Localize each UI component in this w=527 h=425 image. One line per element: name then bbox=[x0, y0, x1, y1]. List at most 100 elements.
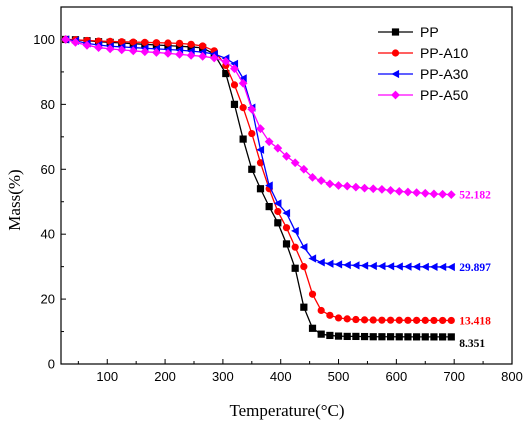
data-point bbox=[325, 259, 334, 268]
data-point bbox=[152, 48, 161, 57]
data-point bbox=[430, 316, 438, 325]
data-point bbox=[299, 164, 309, 174]
data-point bbox=[430, 333, 438, 341]
data-point bbox=[334, 260, 343, 269]
legend-entry: PP-A50 bbox=[378, 87, 468, 103]
end-value-label: 13.418 bbox=[459, 315, 491, 327]
data-point bbox=[439, 316, 447, 325]
data-point bbox=[129, 38, 137, 46]
data-point bbox=[199, 42, 207, 50]
data-point bbox=[239, 135, 247, 143]
data-point bbox=[291, 264, 299, 272]
end-value-label: 8.351 bbox=[459, 338, 485, 350]
data-point bbox=[360, 316, 369, 324]
data-point bbox=[273, 199, 282, 208]
y-tick-label: 80 bbox=[41, 97, 55, 112]
data-point bbox=[198, 51, 208, 61]
data-point bbox=[94, 43, 103, 52]
data-point bbox=[325, 179, 335, 189]
data-point bbox=[334, 332, 343, 340]
data-point bbox=[175, 49, 184, 59]
data-point bbox=[230, 81, 239, 89]
y-tick-label: 20 bbox=[41, 292, 55, 307]
data-point bbox=[308, 324, 317, 332]
data-point bbox=[71, 37, 80, 47]
data-point bbox=[316, 176, 326, 186]
data-point bbox=[239, 104, 247, 112]
legend-label: PP-A10 bbox=[420, 45, 468, 61]
data-point bbox=[326, 311, 334, 319]
legend-marker bbox=[391, 28, 400, 36]
data-point bbox=[404, 316, 412, 324]
data-point bbox=[420, 188, 430, 198]
data-point bbox=[352, 315, 360, 324]
data-point bbox=[140, 47, 150, 57]
legend-entry: PP-A10 bbox=[378, 45, 468, 61]
data-point bbox=[308, 254, 317, 263]
x-tick-label: 700 bbox=[443, 369, 465, 384]
data-point bbox=[351, 182, 361, 192]
data-point bbox=[105, 44, 115, 54]
data-point bbox=[247, 104, 257, 114]
data-point bbox=[152, 39, 161, 47]
data-point bbox=[82, 40, 92, 50]
y-tick-label: 0 bbox=[48, 357, 55, 372]
data-point bbox=[308, 290, 317, 298]
x-tick-label: 800 bbox=[501, 369, 523, 384]
data-point bbox=[256, 159, 265, 167]
data-point bbox=[447, 262, 455, 272]
data-point bbox=[403, 187, 413, 197]
data-point bbox=[61, 35, 71, 44]
data-point bbox=[446, 190, 456, 200]
data-point bbox=[222, 69, 230, 78]
data-point bbox=[438, 189, 448, 199]
data-point bbox=[343, 260, 351, 270]
data-point bbox=[209, 53, 219, 63]
data-point bbox=[334, 314, 343, 322]
end-labels: 8.351 13.418 29.897 52.182 bbox=[459, 190, 491, 350]
data-point bbox=[274, 207, 282, 216]
data-point bbox=[282, 240, 291, 248]
series-pp-a50 bbox=[61, 35, 456, 200]
data-point bbox=[360, 261, 369, 270]
data-point bbox=[343, 315, 351, 323]
data-point bbox=[291, 226, 299, 236]
data-point bbox=[248, 165, 256, 173]
x-axis: 100 200 300 400 500 600 700 800 bbox=[77, 359, 523, 384]
data-point bbox=[377, 184, 387, 194]
y-tick-label: 100 bbox=[33, 32, 55, 47]
data-point bbox=[438, 262, 447, 272]
data-point bbox=[412, 188, 421, 198]
data-point bbox=[164, 39, 172, 47]
x-tick-label: 100 bbox=[96, 369, 118, 384]
data-point bbox=[360, 332, 369, 341]
data-point bbox=[230, 64, 239, 74]
legend-label: PP bbox=[420, 24, 439, 40]
data-point bbox=[230, 59, 239, 68]
legend-label: PP-A50 bbox=[420, 87, 468, 103]
x-tick-label: 200 bbox=[154, 369, 176, 384]
data-point bbox=[317, 306, 325, 315]
y-tick-label: 60 bbox=[41, 162, 55, 177]
data-point bbox=[369, 261, 377, 271]
data-point bbox=[351, 261, 360, 270]
legend-marker bbox=[391, 69, 400, 79]
data-point bbox=[342, 181, 352, 191]
data-point bbox=[403, 262, 412, 271]
series-pp-a10 bbox=[62, 35, 455, 325]
plot-area bbox=[60, 6, 513, 365]
end-value-label: 29.897 bbox=[459, 262, 491, 274]
data-point bbox=[299, 243, 308, 252]
x-tick-label: 500 bbox=[328, 369, 350, 384]
data-point bbox=[186, 50, 196, 60]
data-point bbox=[386, 262, 395, 271]
data-point bbox=[264, 137, 274, 147]
legend-entry: PP bbox=[378, 24, 439, 40]
data-point bbox=[282, 151, 291, 161]
data-point bbox=[352, 332, 360, 341]
end-value-label: 52.182 bbox=[459, 190, 491, 202]
series-pp bbox=[62, 35, 455, 341]
x-tick-label: 600 bbox=[386, 369, 408, 384]
data-point bbox=[343, 332, 351, 341]
